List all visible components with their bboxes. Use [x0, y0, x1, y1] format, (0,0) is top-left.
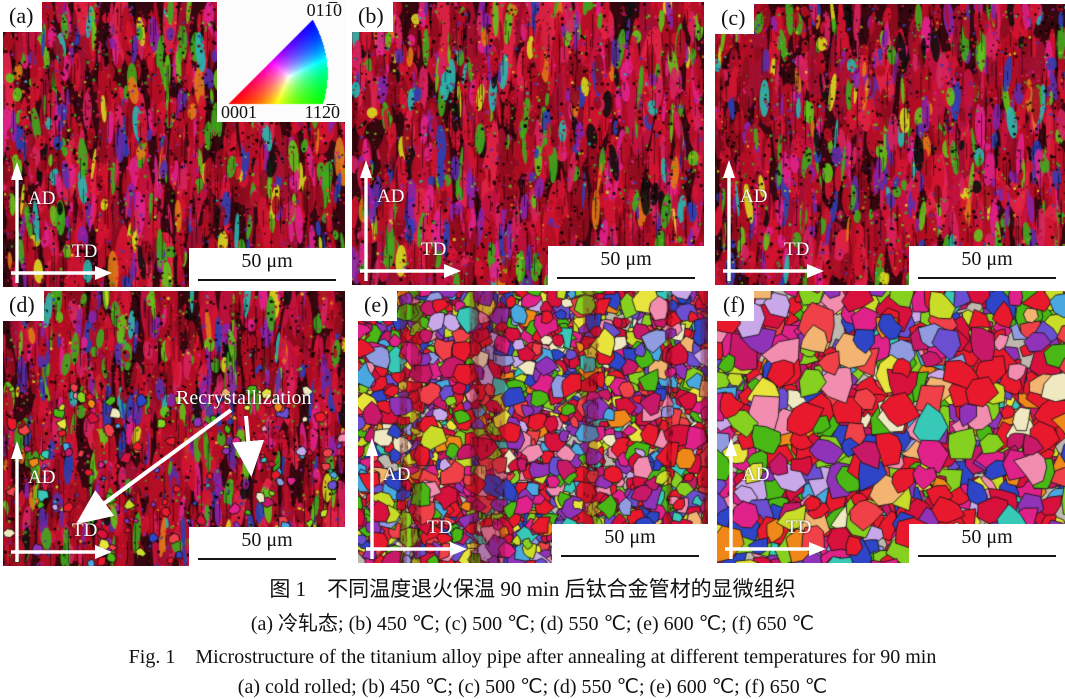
panel-label-b: (b) [352, 2, 393, 32]
caption-cn-title: 图 1 不同温度退火保温 90 min 后钛合金管材的显微组织 [269, 577, 796, 601]
scale-bar-label: 50 μm [961, 248, 1013, 270]
axis-td-label: TD [786, 517, 812, 538]
axis-ad-label: AD [28, 188, 56, 209]
scale-bar-line [198, 558, 336, 560]
scale-bar-label: 50 μm [961, 526, 1013, 548]
scale-bar-line [918, 555, 1056, 557]
caption-en-title: Fig. 1 Microstructure of the titanium al… [128, 646, 937, 668]
ad-td-arrows-icon [11, 162, 112, 283]
recrystallization-label: Recrystallization [176, 387, 312, 409]
ipf-legend: 011̅0 0001 112̅0 [217, 0, 347, 122]
scale-bar: 50 μm [548, 246, 704, 285]
axis-ad-label: AD [377, 186, 405, 207]
panel-d: (d) Recrystallization AD TD 50 μm [3, 291, 345, 566]
ipf-label-1120: 112̅0 [304, 102, 340, 122]
micrograph-e [358, 291, 708, 563]
scale-bar: 50 μm [552, 524, 708, 563]
axis-td-label: TD [421, 239, 447, 260]
recrystallization-arrows-icon [75, 408, 265, 525]
axis-ad-label: AD [28, 467, 56, 488]
ad-td-arrows-icon [723, 160, 824, 281]
micrograph-d [3, 291, 345, 566]
axis-ad-label: AD [740, 186, 768, 207]
axis-ad-label: AD [383, 464, 411, 485]
ipf-label-0001: 0001 [221, 102, 257, 122]
ad-td-arrows-icon [11, 441, 112, 562]
panel-b: (b) AD TD 50 μm [352, 2, 704, 285]
scale-bar-line [561, 555, 699, 557]
scale-bar-label: 50 μm [241, 250, 293, 272]
micrograph-f [717, 291, 1065, 563]
ipf-color-triangle [217, 0, 347, 122]
scale-bar-label: 50 μm [604, 526, 656, 548]
scale-bar: 50 μm [909, 246, 1065, 285]
panel-label-c: (c) [715, 4, 755, 34]
scale-bar-line [918, 277, 1056, 279]
panel-label-d: (d) [3, 291, 44, 321]
axis-ad-label: AD [742, 464, 770, 485]
scale-bar-line [557, 277, 695, 279]
panel-a: (a) AD TD 50 μm 011̅0 0001 112̅0 [3, 0, 347, 287]
axis-td-label: TD [72, 520, 98, 541]
axis-td-label: TD [427, 517, 453, 538]
scale-bar-label: 50 μm [241, 529, 293, 551]
axis-td-label: TD [72, 241, 98, 262]
scale-bar: 50 μm [909, 524, 1065, 563]
scale-bar-line [198, 279, 336, 281]
figure-caption: 图 1 不同温度退火保温 90 min 后钛合金管材的显微组织 (a) 冷轧态;… [0, 573, 1065, 699]
panel-label-f: (f) [717, 291, 754, 321]
ad-td-arrows-icon [360, 160, 461, 281]
axis-td-label: TD [784, 239, 810, 260]
micrograph-c [715, 4, 1065, 285]
ipf-label-0110: 011̅0 [306, 0, 342, 20]
scale-bar: 50 μm [189, 527, 345, 566]
panel-c: (c) AD TD 50 μm [715, 4, 1065, 285]
panel-f: (f) AD TD 50 μm [717, 291, 1065, 563]
caption-en-sub: (a) cold rolled; (b) 450 ℃; (c) 500 ℃; (… [237, 676, 828, 698]
micrograph-b [352, 2, 704, 285]
panel-label-e: (e) [358, 291, 398, 321]
ad-td-arrows-icon [725, 438, 826, 559]
caption-cn-sub: (a) 冷轧态; (b) 450 ℃; (c) 500 ℃; (d) 550 ℃… [250, 613, 815, 635]
panel-e: (e) AD TD 50 μm [358, 291, 708, 563]
scale-bar: 50 μm [189, 248, 345, 287]
panel-label-a: (a) [3, 2, 43, 32]
ad-td-arrows-icon [366, 438, 467, 559]
scale-bar-label: 50 μm [600, 248, 652, 270]
